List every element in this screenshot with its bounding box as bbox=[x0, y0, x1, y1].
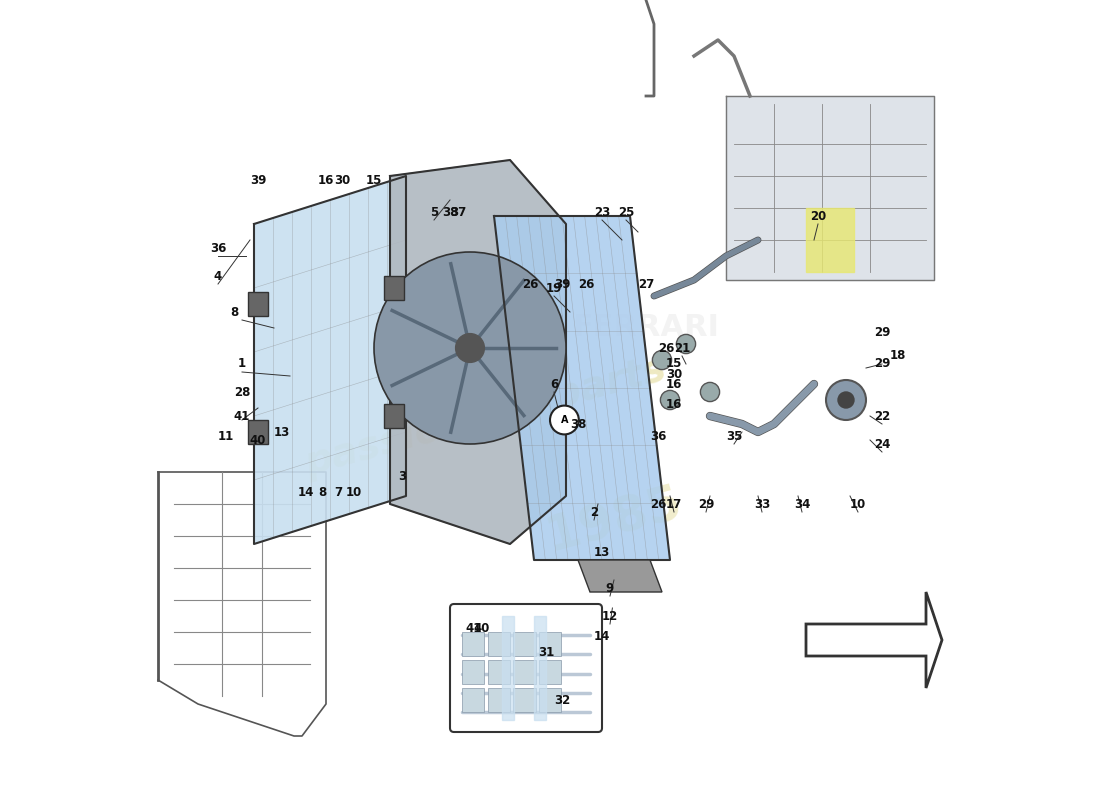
Polygon shape bbox=[534, 616, 546, 720]
Text: 32: 32 bbox=[554, 694, 570, 706]
Text: 14: 14 bbox=[298, 486, 315, 498]
Text: 17: 17 bbox=[666, 498, 682, 510]
Text: 35: 35 bbox=[726, 430, 742, 442]
Bar bbox=[384, 276, 404, 300]
Text: 11: 11 bbox=[218, 430, 234, 442]
Text: 34: 34 bbox=[794, 498, 811, 510]
Circle shape bbox=[701, 382, 719, 402]
Text: 3: 3 bbox=[398, 470, 406, 482]
Text: 6: 6 bbox=[550, 378, 558, 390]
Text: A: A bbox=[561, 415, 569, 425]
Circle shape bbox=[660, 390, 680, 410]
Text: 1: 1 bbox=[238, 358, 246, 370]
Text: 22: 22 bbox=[873, 410, 890, 422]
Text: 19: 19 bbox=[546, 282, 562, 294]
Text: 40: 40 bbox=[250, 434, 266, 446]
Text: 7: 7 bbox=[334, 486, 342, 498]
Text: 20: 20 bbox=[810, 210, 826, 222]
Text: 12: 12 bbox=[602, 610, 618, 622]
Text: 40: 40 bbox=[474, 622, 491, 634]
Polygon shape bbox=[502, 616, 514, 720]
Text: 16: 16 bbox=[666, 398, 682, 410]
Circle shape bbox=[550, 406, 579, 434]
Bar bbox=[514, 688, 536, 712]
Polygon shape bbox=[726, 96, 934, 280]
Text: 29: 29 bbox=[697, 498, 714, 510]
Text: 36: 36 bbox=[650, 430, 667, 442]
Text: 38: 38 bbox=[442, 206, 459, 218]
Text: 33: 33 bbox=[754, 498, 770, 510]
Text: 26: 26 bbox=[521, 278, 538, 290]
Bar bbox=[249, 292, 267, 316]
Text: 8: 8 bbox=[230, 306, 238, 318]
Polygon shape bbox=[390, 160, 566, 544]
Text: 16: 16 bbox=[666, 378, 682, 390]
Text: 4: 4 bbox=[213, 270, 222, 282]
Text: 13: 13 bbox=[274, 426, 290, 438]
Text: 18: 18 bbox=[890, 350, 906, 362]
Text: FERRARI: FERRARI bbox=[572, 314, 719, 342]
Text: 2: 2 bbox=[590, 506, 598, 518]
Bar bbox=[539, 688, 561, 712]
Bar bbox=[384, 404, 404, 428]
Text: 15: 15 bbox=[666, 358, 682, 370]
Text: 39: 39 bbox=[250, 174, 266, 186]
Text: 25: 25 bbox=[618, 206, 635, 218]
Text: 26: 26 bbox=[658, 342, 674, 354]
Text: 10: 10 bbox=[345, 486, 362, 498]
Circle shape bbox=[455, 334, 484, 362]
Circle shape bbox=[676, 334, 695, 354]
Text: 5: 5 bbox=[430, 206, 438, 218]
Text: 29: 29 bbox=[873, 358, 890, 370]
Text: 30: 30 bbox=[334, 174, 350, 186]
Circle shape bbox=[826, 380, 866, 420]
Text: 14: 14 bbox=[594, 630, 610, 642]
Text: 10: 10 bbox=[850, 498, 866, 510]
Bar bbox=[462, 632, 484, 656]
Circle shape bbox=[652, 350, 672, 370]
Bar bbox=[487, 660, 510, 684]
Circle shape bbox=[838, 392, 854, 408]
Text: 23: 23 bbox=[594, 206, 610, 218]
Bar bbox=[462, 660, 484, 684]
Polygon shape bbox=[806, 592, 942, 688]
FancyBboxPatch shape bbox=[450, 604, 602, 732]
Polygon shape bbox=[578, 560, 662, 592]
Text: 41: 41 bbox=[234, 410, 250, 422]
Text: 41: 41 bbox=[465, 622, 482, 634]
Text: 37: 37 bbox=[450, 206, 466, 218]
Bar bbox=[539, 632, 561, 656]
Text: 1985: 1985 bbox=[540, 478, 688, 562]
Bar bbox=[487, 688, 510, 712]
Text: 39: 39 bbox=[553, 278, 570, 290]
Polygon shape bbox=[254, 176, 406, 544]
Polygon shape bbox=[494, 216, 670, 560]
Text: 26: 26 bbox=[578, 278, 594, 290]
Circle shape bbox=[374, 252, 566, 444]
Text: 38: 38 bbox=[570, 418, 586, 430]
Text: 28: 28 bbox=[234, 386, 250, 398]
Bar bbox=[514, 660, 536, 684]
Bar bbox=[462, 688, 484, 712]
Polygon shape bbox=[806, 208, 854, 272]
Text: 27: 27 bbox=[638, 278, 654, 290]
Text: passion for parts: passion for parts bbox=[301, 350, 671, 482]
Text: 29: 29 bbox=[873, 326, 890, 338]
Text: 8: 8 bbox=[318, 486, 326, 498]
Text: 15: 15 bbox=[366, 174, 382, 186]
Text: 26: 26 bbox=[650, 498, 667, 510]
Text: 30: 30 bbox=[666, 368, 682, 381]
Text: 31: 31 bbox=[538, 646, 554, 658]
Bar bbox=[539, 660, 561, 684]
Bar bbox=[487, 632, 510, 656]
Text: 13: 13 bbox=[594, 546, 610, 558]
Bar bbox=[514, 632, 536, 656]
Text: 24: 24 bbox=[873, 438, 890, 450]
Text: 36: 36 bbox=[210, 242, 227, 254]
Bar bbox=[249, 420, 267, 444]
Text: 16: 16 bbox=[318, 174, 334, 186]
Text: 9: 9 bbox=[606, 582, 614, 594]
Text: 21: 21 bbox=[674, 342, 690, 354]
